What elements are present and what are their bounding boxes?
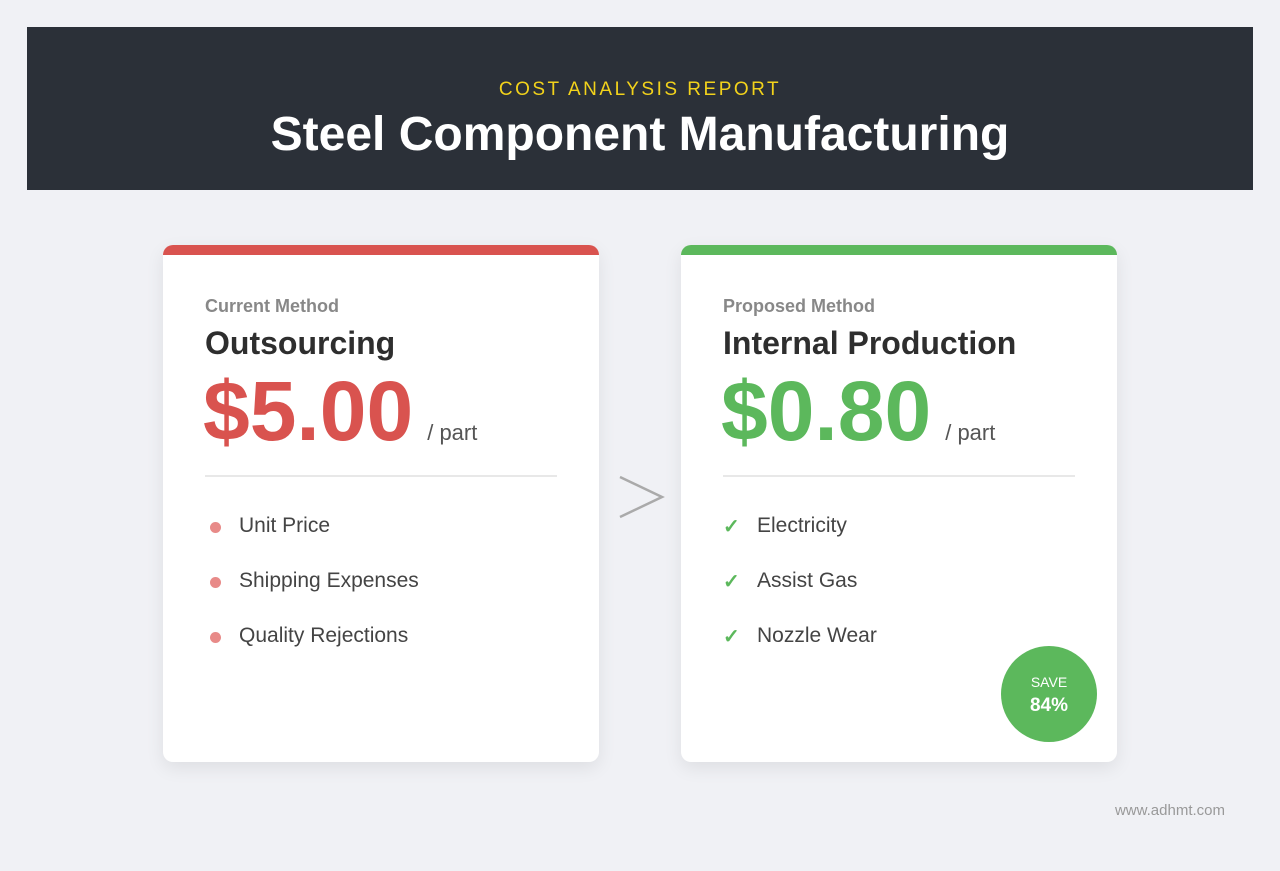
price-value: $5.00 — [203, 364, 414, 458]
cost-list: ✓ Electricity ✓ Assist Gas ✓ Nozzle Wear — [723, 514, 877, 679]
method-name: Internal Production — [723, 325, 1017, 361]
list-item-label: Quality Rejections — [239, 624, 409, 647]
card-accent-bar — [163, 245, 599, 255]
header-banner: COST ANALYSIS REPORT Steel Component Man… — [27, 27, 1253, 190]
list-item-label: Unit Price — [239, 514, 331, 537]
price-value: $0.80 — [721, 364, 932, 458]
list-item: ✓ Assist Gas — [723, 569, 877, 624]
method-label: Current Method — [205, 296, 339, 316]
check-icon: ✓ — [723, 516, 740, 538]
check-icon: ✓ — [723, 571, 740, 593]
cost-list: Unit Price Shipping Expenses Quality Rej… — [205, 514, 419, 679]
current-method-card: Current Method Outsourcing $5.00 / part U… — [163, 245, 599, 762]
list-item-label: Nozzle Wear — [757, 624, 877, 647]
list-item-label: Assist Gas — [757, 569, 858, 592]
list-item: Quality Rejections — [205, 624, 419, 679]
list-item-label: Electricity — [757, 514, 847, 537]
list-item: ✓ Nozzle Wear — [723, 624, 877, 679]
check-icon: ✓ — [723, 626, 740, 648]
divider — [723, 475, 1075, 477]
method-label: Proposed Method — [723, 296, 875, 316]
footer-url: www.adhmt.com — [1114, 802, 1225, 819]
bullet-icon — [210, 632, 221, 643]
price: $5.00 / part — [203, 363, 477, 460]
bullet-icon — [210, 577, 221, 588]
price-unit: / part — [427, 420, 478, 445]
badge-label: SAVE — [1030, 674, 1068, 690]
price: $0.80 / part — [721, 363, 995, 460]
report-subtitle: COST ANALYSIS REPORT — [498, 79, 782, 100]
divider — [205, 475, 557, 477]
price-unit: / part — [945, 420, 996, 445]
proposed-method-card: Proposed Method Internal Production $0.8… — [681, 245, 1117, 762]
method-name: Outsourcing — [205, 325, 396, 361]
badge-value: 84% — [1029, 695, 1069, 716]
list-item: Shipping Expenses — [205, 569, 419, 624]
list-item: Unit Price — [205, 514, 419, 569]
page-title: Steel Component Manufacturing — [270, 108, 1010, 161]
list-item: ✓ Electricity — [723, 514, 877, 569]
chevron-right-icon — [619, 475, 665, 519]
card-accent-bar — [681, 245, 1117, 255]
list-item-label: Shipping Expenses — [239, 569, 419, 592]
savings-badge: SAVE 84% — [1001, 646, 1097, 742]
bullet-icon — [210, 522, 221, 533]
